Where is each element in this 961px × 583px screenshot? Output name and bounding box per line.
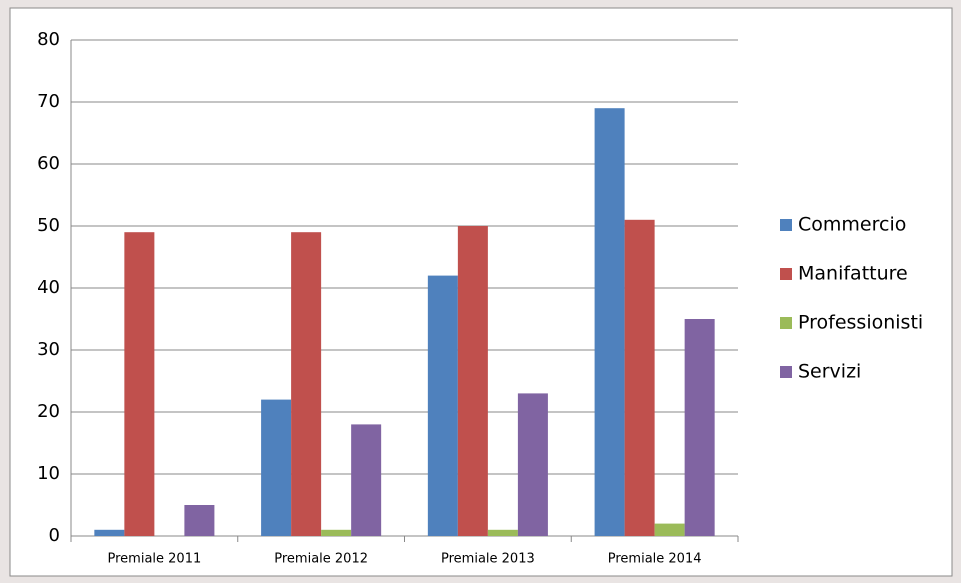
bar [321,529,352,536]
y-tick-label: 20 [37,401,60,422]
legend-label: Manifatture [798,263,908,285]
bar [291,232,322,536]
x-tick-label: Premiale 2014 [608,552,702,567]
y-tick-label: 0 [49,525,60,546]
y-tick-label: 80 [37,29,60,50]
legend-swatch [780,317,792,329]
legend-swatch [780,268,792,280]
legend-label: Professionisti [798,312,923,334]
bar [684,319,715,536]
y-tick-label: 40 [37,277,60,298]
bar [624,219,655,537]
bar [94,529,125,536]
bar [184,505,215,536]
bar [351,424,382,536]
y-tick-label: 50 [37,215,60,236]
y-tick-label: 30 [37,339,60,360]
bar [261,399,292,536]
x-tick-label: Premiale 2011 [108,552,202,567]
bar [124,232,155,536]
y-tick-label: 60 [37,153,60,174]
legend-swatch [780,366,792,378]
bar [594,108,625,536]
bar [427,275,458,536]
bar [487,529,518,536]
legend-swatch [780,219,792,231]
bar [517,393,548,536]
bar [654,523,685,536]
legend-label: Servizi [798,361,861,383]
y-tick-label: 70 [37,91,60,112]
x-tick-label: Premiale 2012 [274,552,368,567]
y-tick-label: 10 [37,463,60,484]
legend-label: Commercio [798,214,906,236]
x-tick-label: Premiale 2013 [441,552,535,567]
bar [457,226,488,536]
